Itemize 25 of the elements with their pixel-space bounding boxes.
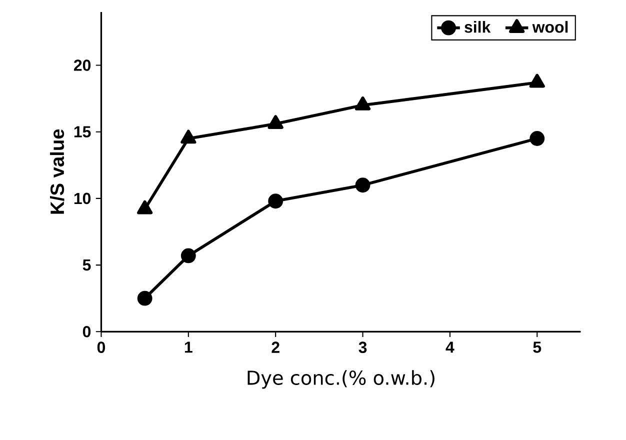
x-tick-label: 4 [446, 342, 454, 353]
point [137, 200, 153, 214]
y-tick-label: 20 [74, 60, 91, 72]
x-tick-label: 1 [184, 342, 192, 353]
y-tick-label: 5 [82, 260, 91, 271]
point [268, 115, 284, 130]
x-tick-label: 0 [97, 342, 106, 354]
y-tick-label: 15 [74, 126, 91, 138]
x-axis-title: Dye conc.(% o.w.b.) [248, 370, 434, 389]
legend-label: wool [532, 21, 568, 34]
y-axis-title: K/S value [50, 130, 64, 214]
x-tick-label: 2 [272, 342, 280, 354]
point [180, 130, 196, 144]
x-tick-label: 3 [358, 342, 367, 354]
y-tick-label: 10 [74, 193, 91, 204]
point [268, 194, 284, 209]
x-tick-label: 5 [533, 342, 542, 354]
legend-label: silk [464, 21, 491, 34]
point [355, 178, 370, 193]
point [530, 131, 545, 146]
point [354, 96, 371, 111]
point [180, 248, 196, 264]
point [529, 74, 545, 88]
point [137, 291, 152, 306]
y-tick-label: 0 [82, 326, 91, 338]
